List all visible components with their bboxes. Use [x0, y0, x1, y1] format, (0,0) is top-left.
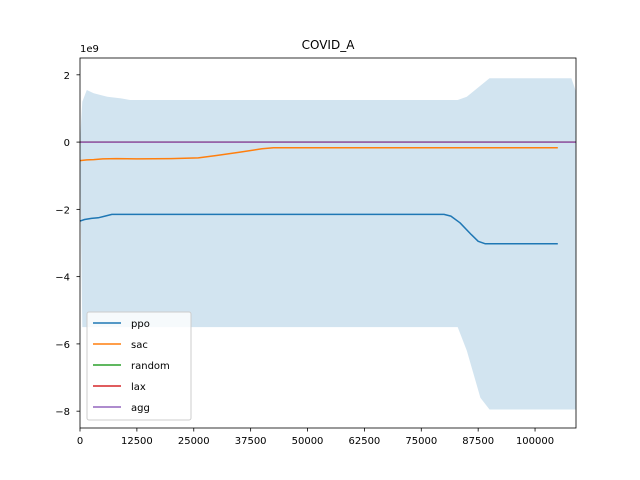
legend: ppo sac random lax agg — [86, 311, 192, 421]
legend-label-random: random — [131, 361, 170, 372]
axes-layer: 0 12500 25000 37500 50000 62500 75000 87500 1000… — [55, 57, 577, 447]
confidence-band-layer — [80, 78, 576, 410]
y-tick-label: 0 — [64, 138, 70, 149]
y-tick-label: −2 — [55, 205, 70, 216]
x-tick-label: 50000 — [292, 436, 324, 447]
legend-label-lax: lax — [131, 382, 146, 393]
x-tick-label: 87500 — [462, 436, 494, 447]
x-tick-label: 100000 — [516, 436, 554, 447]
series-line-sac — [79, 147, 558, 162]
x-tick-label: 25000 — [178, 436, 210, 447]
x-tick-label: 0 — [77, 436, 83, 447]
y-scale-label: 1e9 — [80, 44, 99, 55]
series-layer — [79, 141, 576, 245]
x-tick-label: 37500 — [235, 436, 267, 447]
series-line-ppo — [79, 213, 558, 245]
y-tick-label: 2 — [64, 71, 70, 82]
chart-title: COVID_A — [302, 38, 356, 52]
y-tick-label: −6 — [55, 340, 70, 351]
legend-label-sac: sac — [131, 340, 148, 351]
legend-label-agg: agg — [131, 403, 150, 414]
x-tick-label: 12500 — [121, 436, 153, 447]
x-tick-label: 75000 — [405, 436, 437, 447]
confidence-band — [80, 78, 576, 410]
y-tick-label: −4 — [55, 273, 70, 284]
legend-box — [86, 311, 192, 421]
legend-label-ppo: ppo — [131, 319, 150, 330]
x-tick-label: 62500 — [348, 436, 380, 447]
axes-frame — [79, 57, 577, 429]
y-tick-label: −8 — [55, 407, 70, 418]
